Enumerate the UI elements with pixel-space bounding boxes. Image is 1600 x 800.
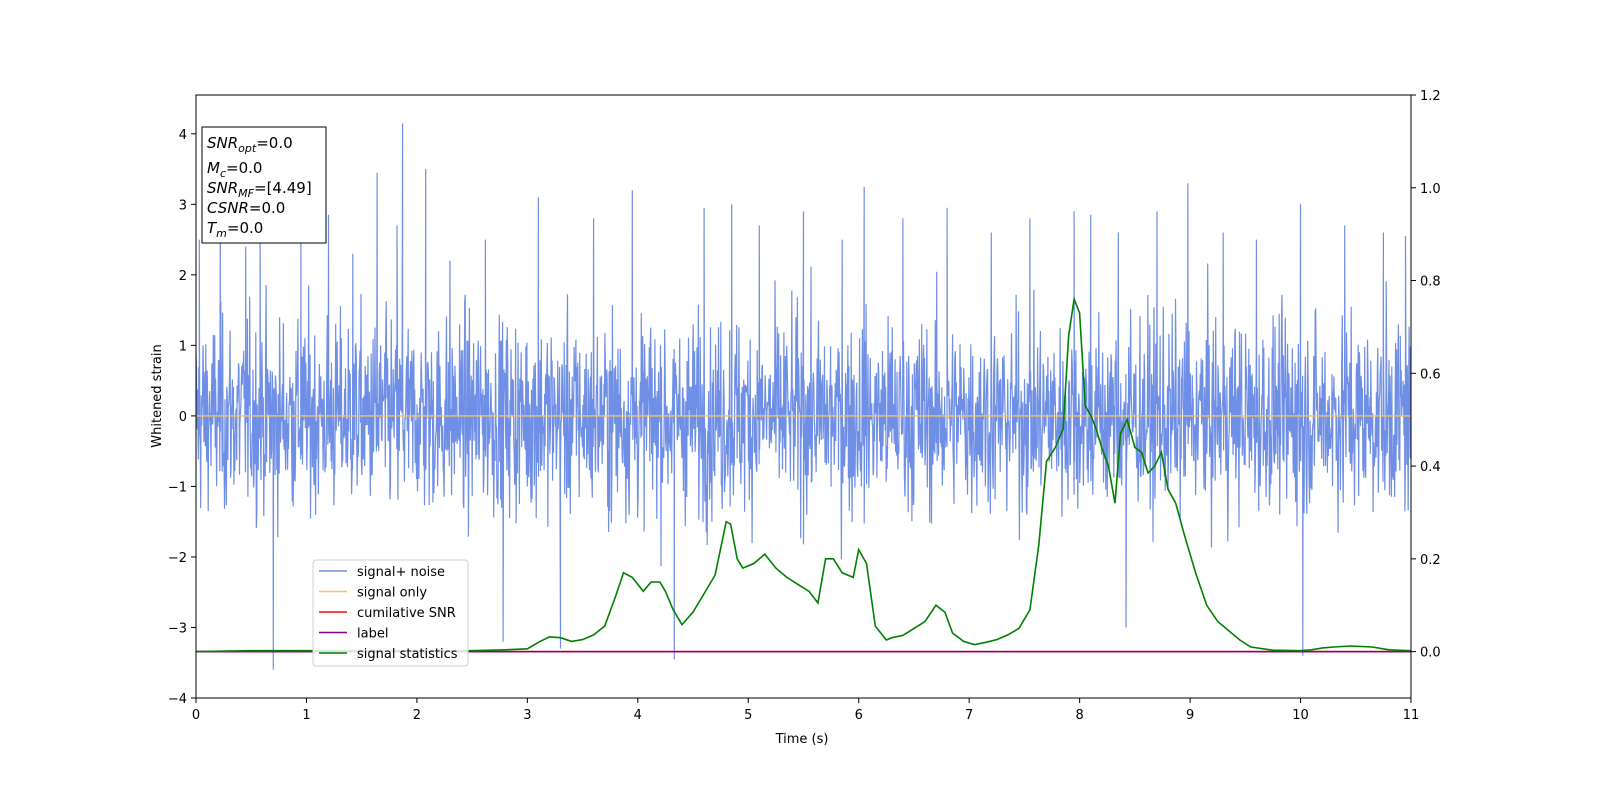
x-tick-label: 3 (523, 708, 531, 723)
legend-label: cumilative SNR (357, 606, 456, 621)
y-tick-label: 3 (179, 198, 187, 213)
x-tick-label: 4 (634, 708, 642, 723)
y-right-tick-label: 0.8 (1420, 275, 1441, 290)
x-tick-label: 0 (192, 708, 200, 723)
x-tick-label: 10 (1292, 708, 1309, 723)
x-tick-label: 5 (744, 708, 752, 723)
y-tick-label: −1 (168, 480, 187, 495)
legend-label: signal+ noise (357, 565, 445, 580)
x-tick-label: 9 (1186, 708, 1194, 723)
y-tick-label: −3 (168, 621, 187, 636)
x-tick-label: 1 (302, 708, 310, 723)
y-axis-label: Whitened strain (150, 344, 165, 447)
annotation-line: SNRMF=[4.49] (207, 179, 312, 200)
annotation-line: Tm=0.0 (207, 219, 263, 240)
y-right-tick-label: 0.2 (1420, 553, 1441, 568)
x-axis-label: Time (s) (775, 732, 829, 747)
legend-frame (312, 559, 469, 667)
y-axis-right: 0.0 0.2 0.4 0.6 0.8 1.0 1.2 (1411, 89, 1441, 661)
x-axis: 0 1 2 3 4 5 6 7 8 9 10 11 (192, 698, 1419, 723)
legend-label: signal only (357, 586, 427, 601)
x-tick-label: 6 (855, 708, 863, 723)
annotation-line: SNRopt=0.0 (207, 134, 293, 155)
legend: signal+ noise signal only cumilative SNR la… (312, 559, 469, 667)
x-tick-label: 11 (1403, 708, 1420, 723)
y-axis-left: −4 −3 −2 −1 0 1 2 3 4 (168, 128, 196, 707)
y-tick-label: 4 (179, 128, 187, 143)
legend-label: signal statistics (357, 647, 458, 662)
x-tick-label: 2 (413, 708, 421, 723)
series-signal-statistics-line (196, 296, 1411, 653)
y-right-tick-label: 0.6 (1420, 367, 1441, 382)
y-right-tick-label: 0.0 (1420, 646, 1441, 661)
y-tick-label: −2 (168, 551, 187, 566)
x-tick-label: 8 (1075, 708, 1083, 723)
y-right-tick-label: 0.4 (1420, 460, 1441, 475)
annotation-line: CSNR=0.0 (207, 199, 285, 217)
y-tick-label: 2 (179, 269, 187, 284)
x-tick-label: 7 (965, 708, 973, 723)
y-right-tick-label: 1.2 (1420, 89, 1441, 104)
y-tick-label: 1 (179, 339, 187, 354)
annotation-line: Mc=0.0 (207, 159, 262, 180)
y-tick-label: −4 (168, 692, 187, 707)
y-tick-label: 0 (179, 410, 187, 425)
plot-frame (195, 94, 1412, 699)
annotation-frame (201, 126, 327, 244)
legend-label: label (357, 627, 388, 642)
y-right-tick-label: 1.0 (1420, 182, 1441, 197)
series-signal-noise-line (196, 123, 1411, 670)
